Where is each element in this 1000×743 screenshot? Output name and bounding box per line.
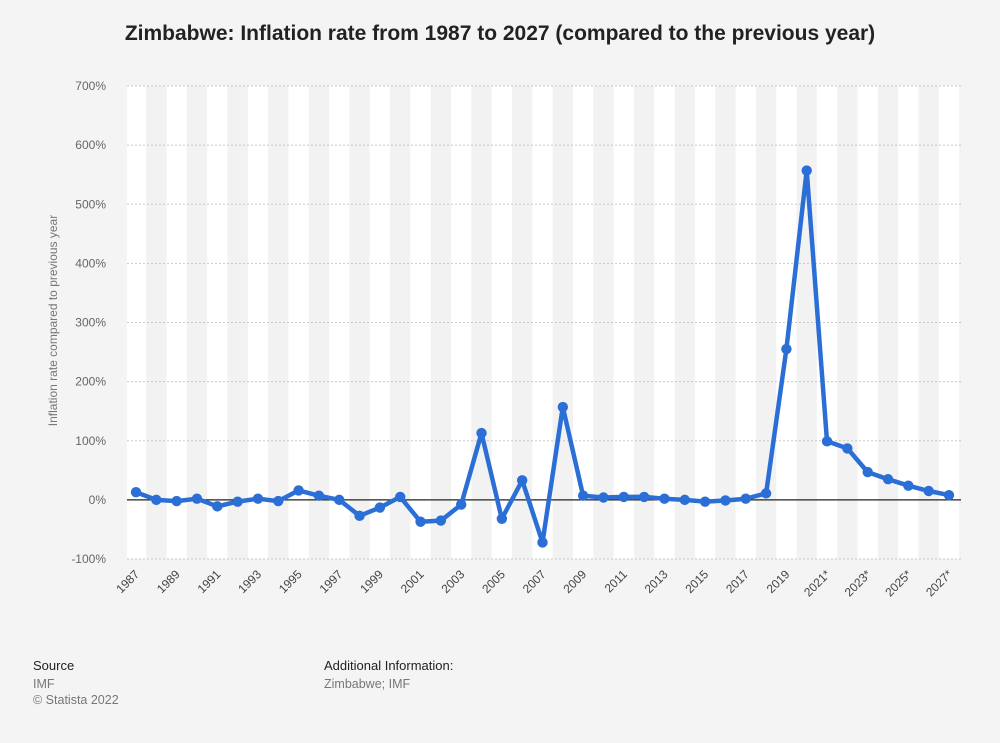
data-point — [618, 491, 629, 503]
copyright[interactable]: © Statista 2022 — [33, 693, 119, 707]
data-point — [699, 496, 711, 507]
x-tick-label: 2019 — [764, 567, 793, 596]
x-tick-label: 2011 — [602, 567, 630, 595]
data-point — [456, 499, 467, 510]
data-point — [151, 494, 162, 506]
data-point — [496, 513, 508, 524]
y-tick-label: 400% — [75, 256, 106, 270]
data-point — [679, 494, 690, 506]
x-tick-label: 1987 — [113, 567, 142, 596]
data-point — [659, 493, 670, 504]
x-tick-label: 2021* — [801, 567, 833, 599]
data-point — [781, 343, 792, 355]
x-tick-label: 2001 — [398, 567, 427, 596]
data-point — [476, 427, 487, 439]
data-point — [862, 466, 873, 478]
data-point — [212, 501, 223, 512]
data-point — [293, 485, 304, 496]
plot-band — [247, 86, 269, 559]
x-tick-label: 1993 — [235, 567, 264, 596]
data-point — [598, 492, 609, 503]
x-tick-label: 1989 — [154, 567, 183, 596]
x-tick-label: 2003 — [439, 567, 468, 596]
x-tick-label: 2007 — [520, 567, 549, 596]
source-heading: Source — [33, 658, 75, 673]
data-point — [171, 495, 182, 507]
data-point — [943, 489, 955, 501]
additional-info-text: Zimbabwe; IMF — [324, 677, 411, 691]
data-point — [191, 493, 203, 504]
data-point — [130, 486, 142, 498]
x-tick-label: 1991 — [195, 567, 224, 596]
y-tick-label: 200% — [75, 375, 106, 389]
data-point — [354, 510, 365, 522]
data-point — [801, 165, 812, 176]
chart-title: Zimbabwe: Inflation rate from 1987 to 20… — [124, 22, 876, 45]
x-tick-label: 1997 — [317, 567, 346, 596]
data-point — [821, 436, 833, 447]
data-point — [720, 495, 731, 506]
data-point — [882, 473, 894, 485]
data-point — [638, 491, 650, 503]
data-point — [395, 491, 406, 503]
data-point — [903, 480, 914, 491]
data-point — [415, 516, 426, 527]
data-point — [760, 488, 772, 499]
x-tick-label: 2023* — [842, 567, 874, 599]
y-tick-label: -100% — [71, 552, 106, 566]
data-point — [374, 502, 386, 513]
data-point — [923, 485, 934, 497]
data-point — [273, 495, 284, 507]
y-axis-label: Inflation rate compared to previous year — [46, 215, 60, 426]
source-name[interactable]: IMF — [33, 677, 55, 691]
data-point — [557, 401, 569, 413]
y-tick-label: 500% — [75, 197, 106, 211]
x-tick-label: 2027* — [923, 567, 955, 599]
y-tick-label: 600% — [75, 138, 106, 152]
x-tick-label: 2013 — [642, 567, 671, 596]
y-tick-label: 0% — [89, 493, 107, 507]
x-tick-label: 2025* — [882, 567, 914, 599]
source-block: Source IMF © Statista 2022 — [33, 658, 119, 708]
x-tick-label: 2005 — [479, 567, 508, 596]
data-point — [577, 490, 589, 501]
additional-info-heading: Additional Information: — [324, 658, 454, 673]
data-point — [842, 443, 853, 454]
data-point — [740, 493, 751, 504]
data-point — [232, 496, 243, 507]
data-point — [313, 490, 325, 501]
y-tick-label: 700% — [75, 79, 106, 93]
x-tick-label: 2017 — [723, 567, 752, 596]
x-tick-label: 2009 — [560, 567, 589, 596]
additional-info-block: Additional Information: Zimbabwe; IMF — [324, 658, 453, 692]
x-tick-label: 1999 — [357, 567, 386, 596]
data-point — [334, 494, 345, 506]
data-point — [435, 515, 447, 526]
x-tick-label: 1995 — [276, 567, 305, 596]
data-point — [252, 493, 264, 504]
y-tick-label: 100% — [75, 434, 106, 448]
data-point — [516, 475, 528, 486]
x-tick-label: 2015 — [682, 567, 711, 596]
data-point — [537, 537, 548, 548]
y-tick-label: 300% — [75, 316, 106, 330]
